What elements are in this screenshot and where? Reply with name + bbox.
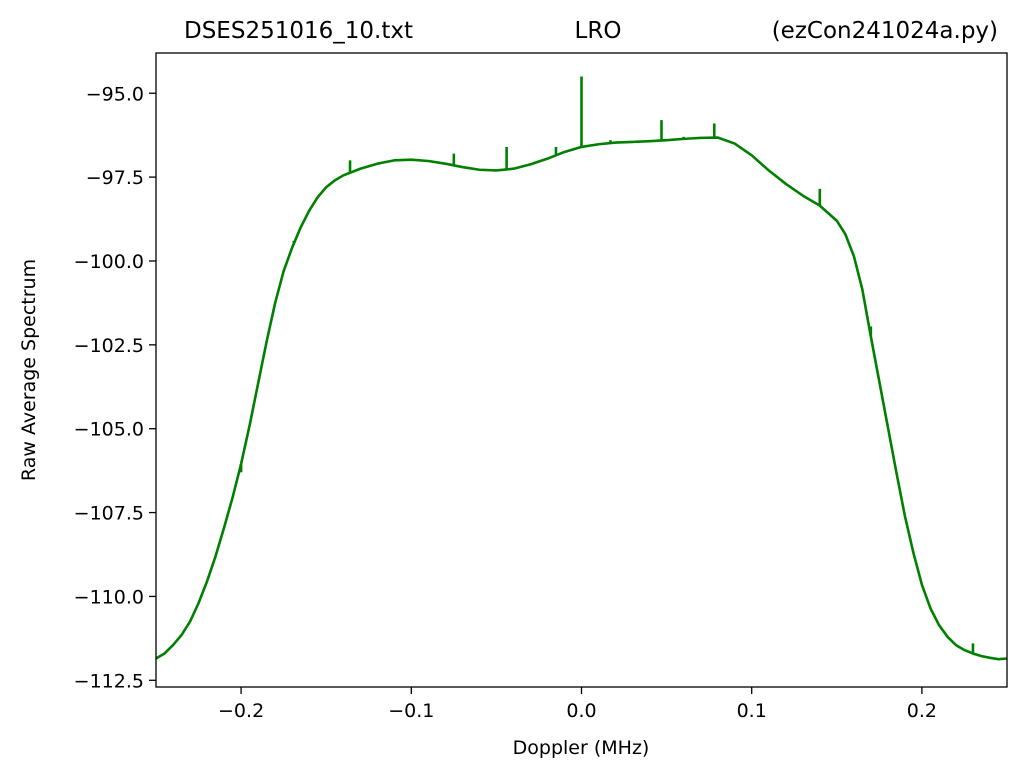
y-axis-label: Raw Average Spectrum xyxy=(18,259,40,481)
y-axis: −95.0 −97.5 −100.0 −102.5 −105.0 −107.5 −110.0… xyxy=(74,83,156,692)
y-tick-label: −110.0 xyxy=(74,586,144,608)
y-tick-label: −107.5 xyxy=(74,503,144,525)
x-axis: −0.2 −0.1 0.0 0.1 0.2 xyxy=(218,687,937,722)
chart-title-left: DSES251016_10.txt xyxy=(184,18,413,44)
x-tick-label: −0.2 xyxy=(218,700,264,722)
y-tick-label: −102.5 xyxy=(74,335,144,357)
chart-title-right: (ezCon241024a.py) xyxy=(772,18,998,44)
series-line-0 xyxy=(155,136,1008,661)
y-tick-label: −105.0 xyxy=(74,419,144,441)
y-tick-label: −112.5 xyxy=(74,670,144,692)
x-tick-label: 0.0 xyxy=(566,700,596,722)
y-tick-label: −97.5 xyxy=(86,167,144,189)
y-tick-label: −95.0 xyxy=(86,83,144,105)
x-tick-label: 0.2 xyxy=(907,700,937,722)
chart-title-center: LRO xyxy=(575,18,622,44)
plot-area xyxy=(155,76,1008,661)
x-axis-label: Doppler (MHz) xyxy=(513,737,650,759)
x-tick-label: 0.1 xyxy=(737,700,767,722)
x-tick-label: −0.1 xyxy=(388,700,434,722)
y-tick-label: −100.0 xyxy=(74,251,144,273)
